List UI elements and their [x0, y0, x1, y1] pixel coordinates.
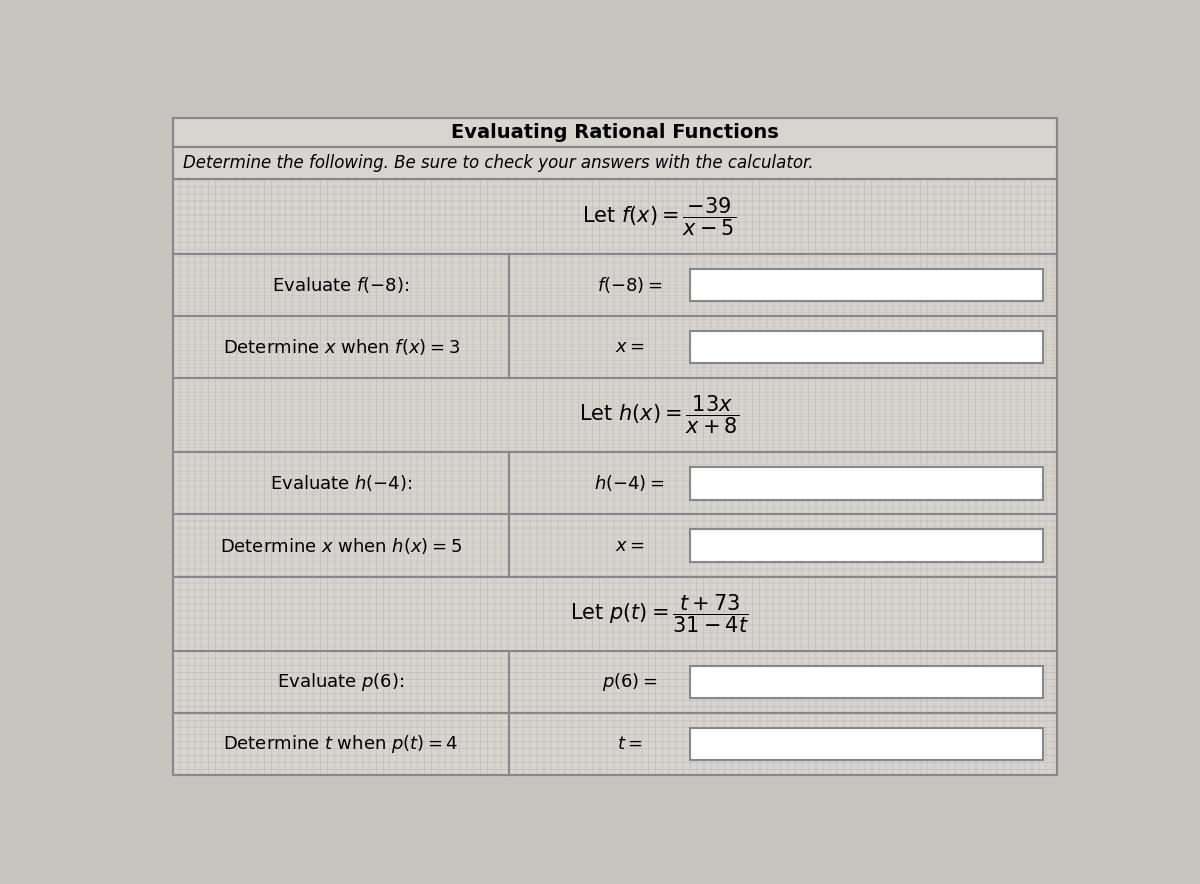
Bar	[173, 316, 509, 377]
Bar	[173, 147, 1057, 179]
Bar	[509, 254, 1057, 316]
Bar	[509, 514, 1057, 576]
Bar	[509, 713, 1057, 775]
Bar	[509, 713, 1057, 775]
Bar	[509, 316, 1057, 377]
Bar	[173, 377, 1057, 453]
Text: $p(6) =$: $p(6) =$	[601, 671, 658, 693]
Bar	[173, 713, 509, 775]
Bar	[509, 651, 1057, 713]
Bar	[509, 514, 1057, 576]
Bar	[509, 254, 1057, 316]
Bar	[173, 514, 509, 576]
Bar	[173, 377, 1057, 453]
Bar	[173, 514, 509, 576]
Text: $t =$: $t =$	[617, 735, 642, 753]
Text: Evaluating Rational Functions: Evaluating Rational Functions	[451, 123, 779, 141]
Bar	[690, 331, 1043, 363]
Bar	[173, 254, 509, 316]
Bar	[173, 651, 509, 713]
Bar	[173, 651, 509, 713]
Bar	[509, 453, 1057, 514]
Bar	[509, 453, 1057, 514]
Bar	[509, 316, 1057, 377]
Bar	[173, 453, 509, 514]
Bar	[690, 468, 1043, 499]
Bar	[173, 179, 1057, 254]
Text: Determine $t$ when $p(t) = 4$: Determine $t$ when $p(t) = 4$	[223, 733, 458, 755]
Text: Let $f(x) = \dfrac{-39}{x-5}$: Let $f(x) = \dfrac{-39}{x-5}$	[582, 195, 737, 238]
Bar	[173, 316, 509, 377]
Bar	[690, 666, 1043, 698]
Bar	[690, 530, 1043, 561]
Text: Evaluate $f(-8)$:: Evaluate $f(-8)$:	[272, 275, 409, 294]
Text: Evaluate $p(6)$:: Evaluate $p(6)$:	[277, 671, 404, 693]
Text: Determine the following. Be sure to check your answers with the calculator.: Determine the following. Be sure to chec…	[182, 154, 814, 172]
Bar	[173, 254, 509, 316]
Text: Evaluate $h(-4)$:: Evaluate $h(-4)$:	[270, 474, 413, 493]
Text: Determine $x$ when $f(x) = 3$: Determine $x$ when $f(x) = 3$	[222, 337, 460, 357]
Bar	[690, 728, 1043, 760]
Bar	[690, 269, 1043, 301]
Text: $x =$: $x =$	[614, 338, 644, 356]
Text: $h(-4) =$: $h(-4) =$	[594, 474, 665, 493]
Bar	[173, 453, 509, 514]
Bar	[173, 713, 509, 775]
Bar	[173, 576, 1057, 651]
Bar	[173, 179, 1057, 254]
Text: Let $p(t) = \dfrac{t+73}{31-4t}$: Let $p(t) = \dfrac{t+73}{31-4t}$	[570, 592, 749, 635]
Text: $f(-8) =$: $f(-8) =$	[596, 275, 662, 294]
Bar	[173, 118, 1057, 147]
Bar	[173, 576, 1057, 651]
Text: Determine $x$ when $h(x) = 5$: Determine $x$ when $h(x) = 5$	[220, 536, 462, 555]
Text: $x =$: $x =$	[614, 537, 644, 554]
Text: Let $h(x) = \dfrac{13x}{x+8}$: Let $h(x) = \dfrac{13x}{x+8}$	[580, 394, 739, 437]
Bar	[509, 651, 1057, 713]
